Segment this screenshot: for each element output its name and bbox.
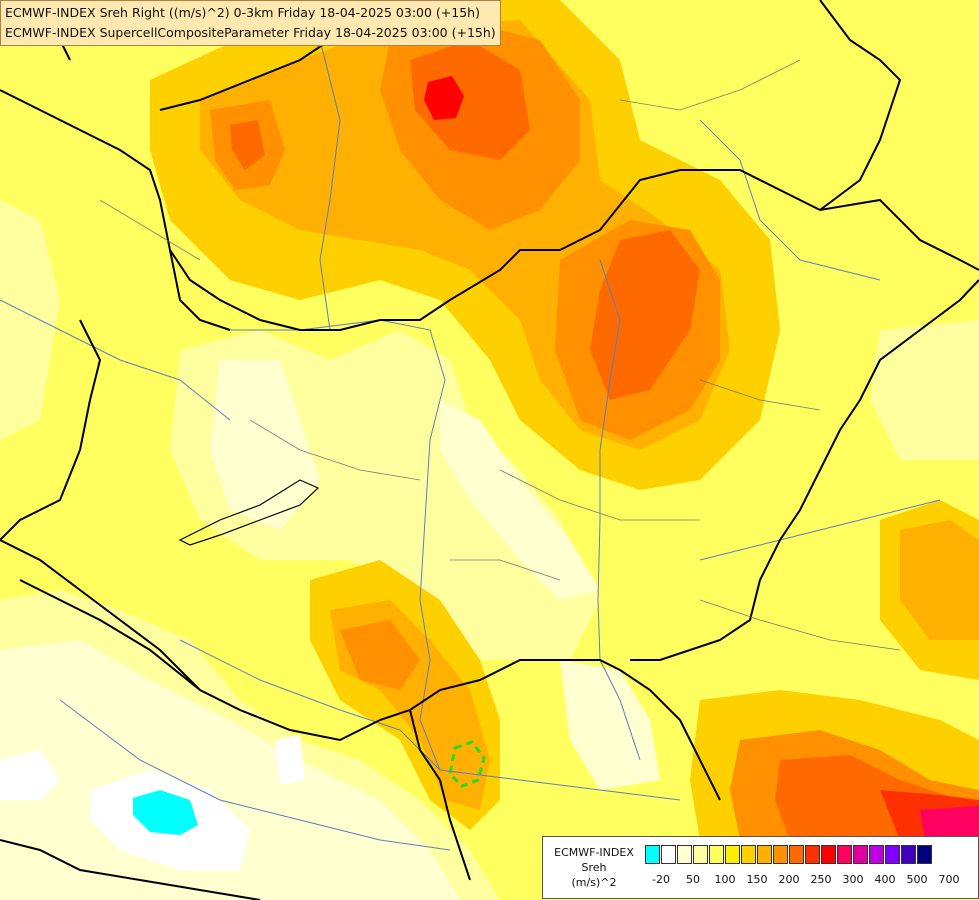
border-croatia-bosnia bbox=[19, 579, 201, 691]
pale-area-east bbox=[870, 320, 979, 460]
orange-dark-area-slovakia bbox=[410, 40, 530, 160]
warm-areas bbox=[150, 0, 979, 840]
legend-swatch bbox=[837, 845, 852, 864]
legend-color-bar bbox=[645, 845, 933, 864]
border-hungary-west bbox=[0, 319, 102, 541]
orange-dark-area-northeast bbox=[590, 230, 700, 400]
border-south bbox=[0, 839, 261, 900]
legend-swatch bbox=[901, 845, 916, 864]
legend-tick-label: 250 bbox=[810, 873, 832, 886]
river-vah bbox=[319, 39, 341, 331]
pale-area-south bbox=[560, 660, 660, 790]
white-area-mid bbox=[275, 735, 305, 785]
legend-tick-label: 300 bbox=[842, 873, 864, 886]
pale-area-west bbox=[0, 200, 60, 440]
color-legend: ECMWF-INDEX Sreh (m/s)^2 -20 50 100 150 200 2… bbox=[542, 836, 979, 899]
legend-swatch bbox=[869, 845, 884, 864]
legend-swatch bbox=[725, 845, 740, 864]
legend-swatch bbox=[661, 845, 676, 864]
legend-swatch bbox=[757, 845, 772, 864]
legend-swatch bbox=[789, 845, 804, 864]
legend-swatch bbox=[805, 845, 820, 864]
legend-tick-label: 700 bbox=[938, 873, 960, 886]
legend-variable: Sreh bbox=[581, 861, 607, 874]
river-mures bbox=[699, 499, 941, 561]
orange-light-area-east-edge bbox=[900, 520, 979, 640]
legend-unit: (m/s)^2 bbox=[571, 876, 617, 889]
legend-swatch bbox=[773, 845, 788, 864]
border-serbia bbox=[409, 709, 471, 881]
red-area-slovakia bbox=[424, 76, 464, 120]
legend-tick-label: 150 bbox=[746, 873, 768, 886]
pale-area-danube bbox=[440, 400, 600, 600]
legend-tick-label: -20 bbox=[652, 873, 670, 886]
orange-area-south bbox=[340, 620, 420, 690]
map-title-sreh: ECMWF-INDEX Sreh Right ((m/s)^2) 0-3km F… bbox=[5, 5, 480, 20]
river-northeast bbox=[699, 119, 881, 281]
admin-lines bbox=[99, 59, 901, 651]
border-slovakia-hungary bbox=[169, 169, 979, 331]
map-title-box: ECMWF-INDEX Sreh Right ((m/s)^2) 0-3km F… bbox=[0, 0, 501, 46]
border-romania-hungary bbox=[630, 279, 979, 661]
map-title-scp: ECMWF-INDEX SupercellCompositeParameter … bbox=[5, 25, 496, 40]
legend-tick-label: 100 bbox=[714, 873, 736, 886]
border-ukraine bbox=[819, 0, 902, 211]
rivers bbox=[0, 39, 941, 851]
legend-swatch bbox=[853, 845, 868, 864]
legend-tick-label: 200 bbox=[778, 873, 800, 886]
river-tisza bbox=[597, 259, 641, 761]
legend-swatch bbox=[709, 845, 724, 864]
river-drava bbox=[179, 639, 441, 771]
white-area-southwest bbox=[0, 750, 60, 800]
lake-balaton bbox=[178, 479, 320, 546]
admin-line bbox=[499, 469, 700, 521]
legend-tick-label: 50 bbox=[686, 873, 700, 886]
magenta-area-southeast bbox=[920, 806, 979, 840]
legend-swatch bbox=[885, 845, 900, 864]
legend-caption: ECMWF-INDEX Sreh (m/s)^2 bbox=[545, 845, 643, 890]
river-sava bbox=[59, 699, 451, 851]
river-danube bbox=[230, 319, 681, 801]
pale-area-central-inner bbox=[210, 360, 320, 530]
legend-ticks: -20 50 100 150 200 250 300 400 500 700 bbox=[645, 873, 975, 889]
legend-tick-label: 500 bbox=[906, 873, 928, 886]
legend-swatch bbox=[677, 845, 692, 864]
legend-swatch bbox=[645, 845, 660, 864]
border-austria-hungary bbox=[0, 89, 231, 331]
legend-swatch bbox=[821, 845, 836, 864]
legend-tick-label: 400 bbox=[874, 873, 896, 886]
orange-dark-area-northwest bbox=[230, 120, 265, 170]
river-west bbox=[0, 299, 231, 421]
scp-contour bbox=[448, 740, 486, 788]
cyan-area-south bbox=[133, 790, 198, 835]
legend-swatch bbox=[917, 845, 932, 864]
legend-swatch bbox=[693, 845, 708, 864]
legend-swatch bbox=[741, 845, 756, 864]
legend-source: ECMWF-INDEX bbox=[554, 846, 634, 859]
